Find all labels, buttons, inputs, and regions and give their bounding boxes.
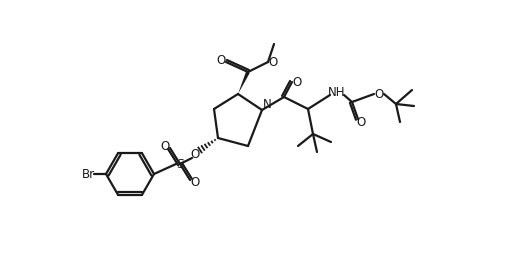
Text: O: O <box>292 75 301 89</box>
Text: O: O <box>161 139 169 152</box>
Text: O: O <box>217 54 226 68</box>
Text: NH: NH <box>328 86 346 100</box>
Text: O: O <box>375 88 384 101</box>
Text: O: O <box>356 117 366 129</box>
Text: O: O <box>268 56 278 68</box>
Text: N: N <box>263 99 271 112</box>
Text: O: O <box>191 176 199 188</box>
Text: O: O <box>191 149 199 161</box>
Text: Br: Br <box>81 167 95 181</box>
Polygon shape <box>238 71 250 94</box>
Text: S: S <box>176 157 184 171</box>
